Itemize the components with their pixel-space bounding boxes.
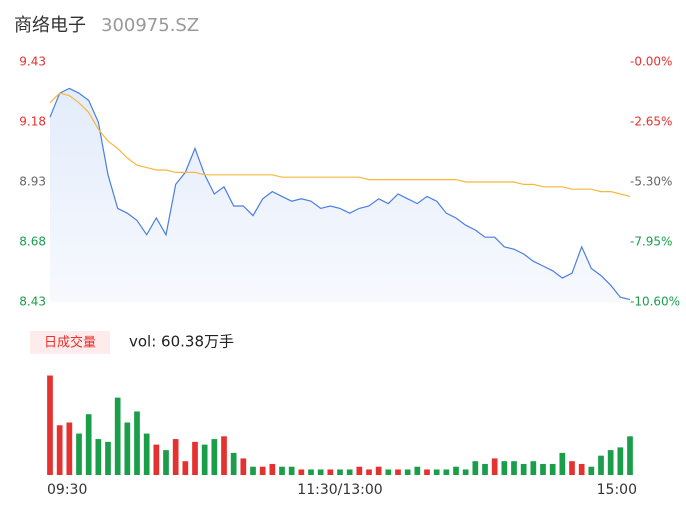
volume-bar: [308, 469, 314, 475]
volume-bar: [482, 463, 488, 475]
volume-bar: [124, 422, 131, 475]
volume-bar: [317, 469, 324, 475]
legend-badge: [30, 331, 110, 354]
volume-bar: [221, 436, 227, 475]
volume-bar: [201, 444, 208, 475]
y-tick-label: 9.18: [19, 115, 46, 129]
volume-bar: [366, 469, 372, 475]
volume-bar: [520, 463, 527, 475]
volume-bar: [404, 469, 411, 475]
volume-bar: [433, 469, 440, 475]
volume-bar: [414, 466, 421, 475]
volume-bar: [627, 436, 633, 475]
volume-bar: [56, 425, 63, 475]
volume-bar: [549, 463, 556, 475]
volume-bar: [530, 461, 537, 475]
volume-bar: [134, 411, 140, 475]
y2-tick-label: -7.95%: [630, 235, 672, 249]
y2-tick-label: -2.65%: [630, 115, 672, 129]
volume-bar: [85, 414, 92, 475]
volume-bar: [240, 458, 247, 475]
x-tick-label: 09:30: [47, 482, 87, 498]
volume-bar: [569, 461, 575, 475]
volume-bar: [578, 463, 585, 475]
volume-bar: [395, 469, 401, 475]
volume-bar: [356, 466, 363, 475]
chart-subtitle: 300975.SZ: [101, 15, 199, 36]
volume-bar: [540, 463, 546, 475]
price-area: [50, 88, 630, 303]
volume-bar: [375, 466, 382, 475]
volume-bar: [327, 469, 334, 475]
y2-tick-label: -0.00%: [630, 55, 672, 69]
volume-bar: [588, 466, 595, 475]
line-price: [49, 87, 631, 301]
volume-bar: [269, 463, 276, 475]
volume-bar: [47, 375, 53, 475]
volume-bar: [143, 433, 150, 475]
volume-bar: [453, 466, 459, 475]
volume-bar: [114, 397, 121, 475]
volume-bar: [211, 439, 218, 475]
y-tick-label: 8.68: [19, 235, 46, 249]
legend-label: 日成交量: [44, 335, 96, 351]
x-tick-label: 15:00: [597, 482, 637, 498]
volume-bar: [598, 455, 604, 475]
volume-label: vol: 60.38万手: [129, 333, 234, 351]
y-tick-label: 8.93: [19, 175, 46, 189]
x-tick-label: 11:30/13:00: [297, 482, 382, 498]
y2-tick-label: -5.30%: [630, 175, 672, 189]
volume-bar: [153, 444, 160, 475]
volume-bar: [501, 461, 508, 475]
volume-bar: [559, 452, 566, 475]
volume-bar: [298, 469, 305, 475]
volume-bar: [337, 469, 343, 475]
volume-bar: [105, 441, 111, 475]
volume-bar: [607, 450, 614, 475]
y-tick-label: 8.43: [19, 295, 46, 309]
line-average: [49, 92, 631, 197]
volume-bar: [172, 439, 179, 475]
volume-bar: [491, 458, 498, 475]
volume-bar: [288, 466, 295, 475]
volume-bar: [443, 469, 450, 475]
volume-bar: [279, 466, 285, 475]
volume-bar: [182, 461, 189, 475]
volume-bar: [385, 469, 392, 475]
volume-bar: [250, 466, 256, 475]
volume-bar: [66, 422, 73, 475]
volume-bar: [95, 439, 102, 475]
volume-bar: [617, 447, 624, 475]
chart-title: 商络电子: [14, 15, 86, 36]
volume-bar: [76, 433, 82, 475]
y-tick-label: 9.43: [19, 55, 46, 69]
volume-bar: [472, 461, 479, 475]
volume-bar: [192, 441, 198, 475]
volume-bar: [163, 450, 169, 475]
volume-bar: [424, 469, 430, 475]
y2-tick-label: -10.60%: [630, 295, 680, 309]
volume-bar: [259, 466, 266, 475]
volume-bar: [230, 452, 237, 475]
volume-bar: [511, 461, 517, 475]
volume-bar: [346, 469, 353, 475]
volume-bar: [462, 469, 469, 475]
